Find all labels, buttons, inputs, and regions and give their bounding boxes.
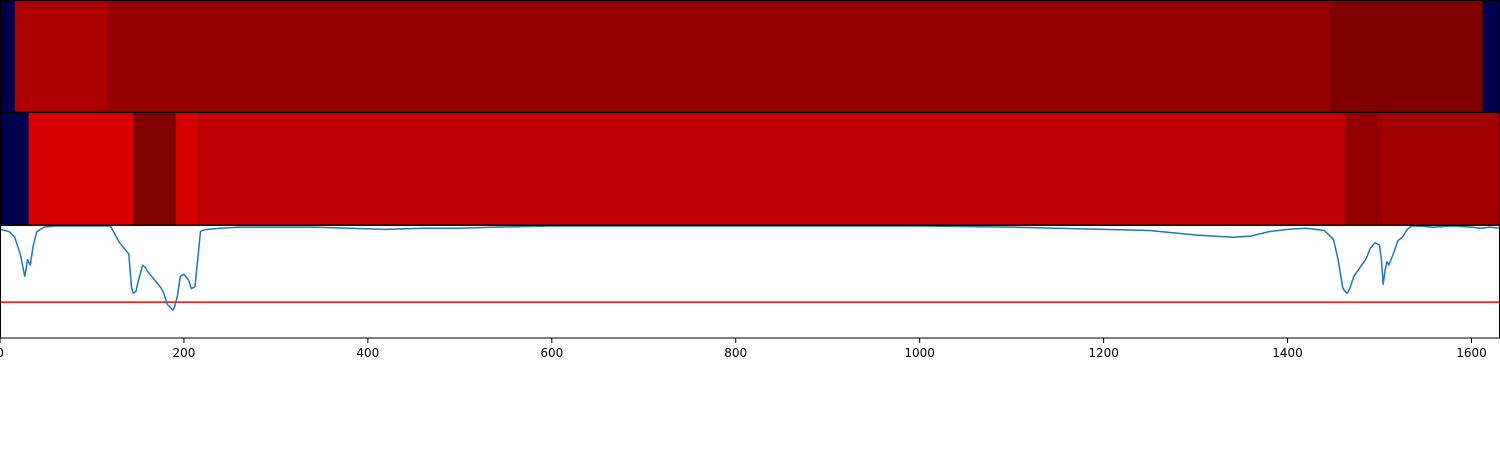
heatmap-cell: [198, 113, 1346, 225]
heatmap-middle-panel: [0, 113, 1500, 226]
x-tick-label: 1200: [1088, 346, 1119, 360]
x-axis: 0 200 400 600 800 1000 1200 1400 1600: [0, 338, 1487, 360]
x-tick-label: 1000: [904, 346, 935, 360]
x-tick-label: 1600: [1456, 346, 1487, 360]
x-tick-label: 0: [0, 346, 4, 360]
heatmap-cell: [29, 113, 134, 225]
line-plot-panel: [0, 226, 1500, 339]
heatmap-cell: [0, 1, 15, 112]
heatmap-cell: [1345, 113, 1382, 225]
x-tick-label: 400: [356, 346, 379, 360]
heatmap-cell: [0, 113, 29, 225]
heatmap-cell: [1382, 113, 1500, 225]
heatmap-cell: [107, 1, 1331, 112]
heatmap-cell: [1483, 1, 1500, 112]
heatmap-cell: [176, 113, 199, 225]
plot-background: [0, 226, 1500, 338]
heatmap-cell: [1330, 1, 1483, 112]
x-tick-label: 600: [540, 346, 563, 360]
heatmap-top-panel: [0, 1, 1500, 113]
x-tick-label: 800: [724, 346, 747, 360]
x-tick-label: 200: [172, 346, 195, 360]
x-tick-label: 1400: [1272, 346, 1303, 360]
heatmap-cell: [133, 113, 176, 225]
heatmap-cell: [15, 1, 107, 112]
